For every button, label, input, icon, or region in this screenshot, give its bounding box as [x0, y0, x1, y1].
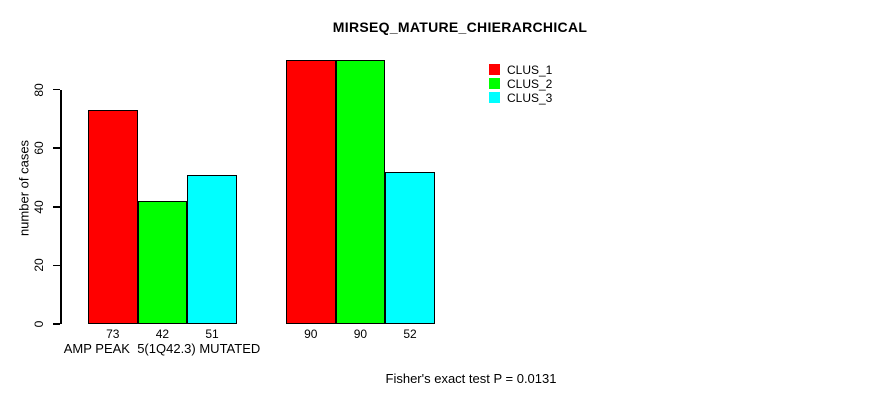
- legend-swatch-icon: [489, 64, 500, 75]
- legend-label: CLUS_1: [507, 62, 553, 77]
- legend-swatch-icon: [489, 92, 500, 103]
- legend-item-clus_2: CLUS_2: [489, 76, 553, 91]
- legend-item-clus_3: CLUS_3: [489, 90, 553, 105]
- y-tick-label: 0: [32, 320, 46, 328]
- bar-clus_2-group2: [335, 60, 386, 324]
- y-tick-label: 40: [32, 200, 46, 214]
- bar-clus_1-group1: [88, 110, 138, 324]
- y-axis-line: [60, 89, 62, 324]
- x-category-label: AMP PEAK 5(1Q42.3) MUTATED: [63, 341, 261, 356]
- bar-value-label: 73: [106, 327, 120, 341]
- bar-value-label: 52: [403, 327, 417, 341]
- legend: CLUS_1 CLUS_2 CLUS_3: [489, 64, 552, 106]
- y-axis-title: number of cases: [16, 139, 32, 237]
- y-tick-label: 20: [32, 258, 46, 273]
- legend-label: CLUS_2: [507, 76, 553, 91]
- legend-item-clus_1: CLUS_1: [489, 62, 553, 77]
- y-tick: [53, 206, 60, 208]
- bar-clus_2-group1: [137, 200, 188, 324]
- y-tick: [53, 147, 60, 149]
- bar-clus_3-group1: [187, 174, 237, 324]
- bar-clus_1-group2: [286, 60, 336, 324]
- bar-value-label: 42: [155, 327, 170, 341]
- y-tick-label: 80: [32, 82, 46, 97]
- fisher-test-annotation: Fisher's exact test P = 0.0131: [385, 371, 557, 386]
- bar-value-label: 90: [304, 327, 318, 341]
- y-tick: [53, 264, 60, 267]
- y-tick-label: 60: [32, 141, 46, 155]
- legend-label: CLUS_3: [507, 90, 553, 105]
- chart-title: MIRSEQ_MATURE_CHIERARCHICAL: [332, 19, 588, 35]
- bar-clus_3-group2: [385, 171, 435, 324]
- y-tick: [53, 88, 60, 91]
- y-tick: [53, 323, 60, 325]
- legend-swatch-icon: [489, 78, 500, 89]
- bar-value-label: 90: [353, 327, 368, 341]
- bar-value-label: 51: [205, 327, 219, 341]
